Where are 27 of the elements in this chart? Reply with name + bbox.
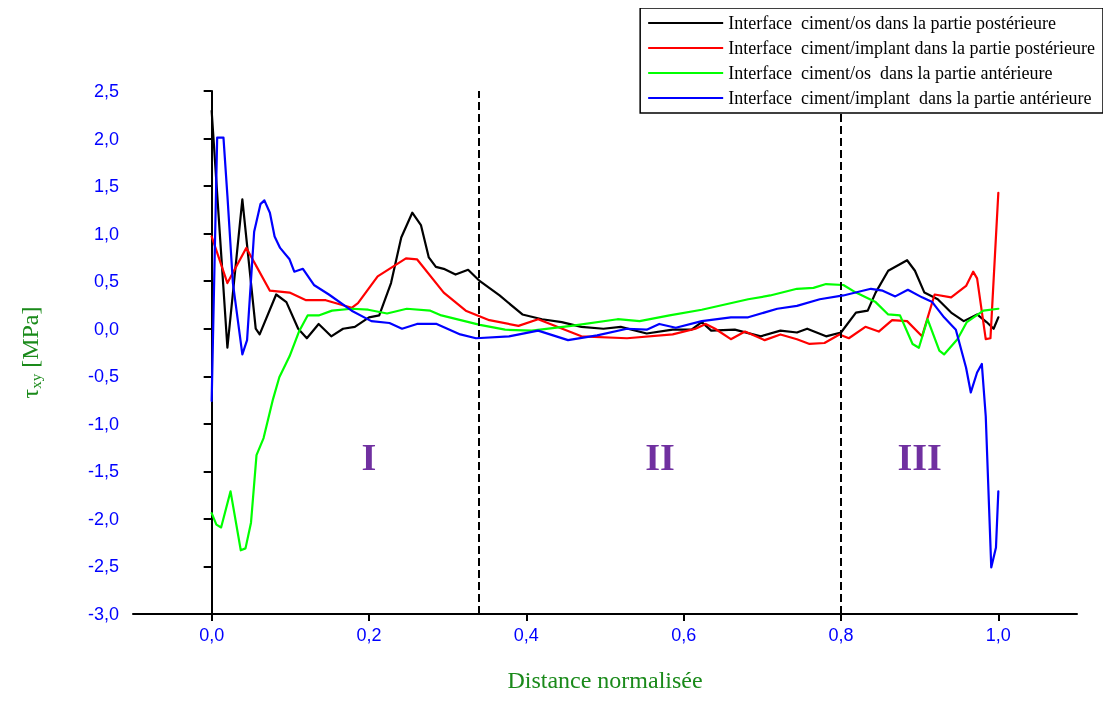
y-tick-label: -1,5 — [87, 461, 119, 482]
legend-label: Interface ciment/os dans la partie postérieure — [728, 13, 1057, 33]
y-tick-label: -2,5 — [87, 556, 119, 577]
y-tick-label: 2,5 — [93, 81, 119, 101]
annotation: I — [361, 436, 377, 479]
y-tick-label: 1,5 — [93, 176, 119, 197]
y-tick-label: -3,0 — [87, 604, 119, 624]
annotation: III — [897, 436, 942, 479]
y-tick-label: 0,5 — [93, 271, 119, 292]
y-tick-label: 1,0 — [93, 223, 119, 244]
x-tick-label: 0,0 — [199, 625, 225, 645]
x-tick-label: 0,6 — [671, 625, 697, 645]
y-tick-label: 0,0 — [93, 318, 119, 339]
x-tick-label: 0,8 — [828, 625, 854, 645]
legend-label: Interface ciment/implant dans la partie antérieure — [728, 88, 1092, 108]
y-tick-label: 2,0 — [93, 128, 119, 149]
legend-label: Interface ciment/os dans la partie antérieure — [728, 63, 1053, 83]
x-tick-label: 0,4 — [513, 625, 539, 645]
x-tick-label: 0,2 — [356, 625, 382, 645]
y-tick-label: -2,0 — [87, 508, 119, 529]
x-axis-title: Distance normalisée — [507, 667, 703, 693]
y-axis-title: τxy [MPa] — [16, 306, 44, 399]
x-tick-label: 1,0 — [985, 625, 1011, 645]
annotation: II — [645, 436, 675, 479]
y-tick-label: -1,0 — [87, 413, 119, 434]
y-tick-label: -0,5 — [87, 366, 119, 387]
legend-label: Interface ciment/implant dans la partie postérieure — [728, 38, 1096, 58]
